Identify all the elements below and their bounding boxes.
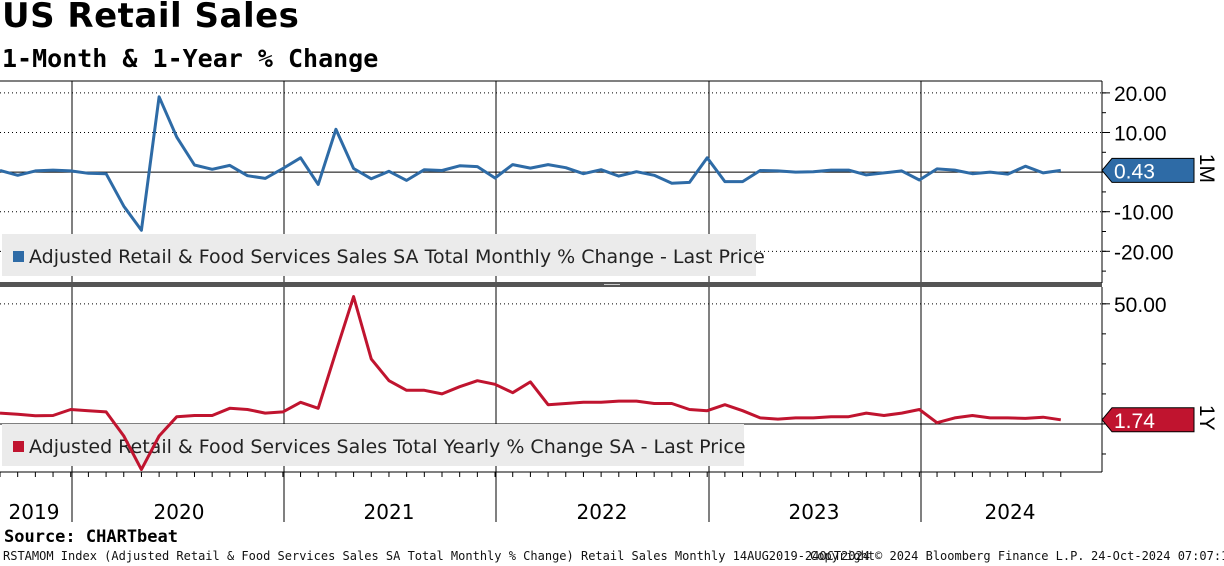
legend-label: Adjusted Retail & Food Services Sales SA…	[29, 246, 765, 268]
footer-timestamp: 24-Oct-2024 07:07:12	[1091, 549, 1224, 563]
last-value-label: 0.43	[1114, 160, 1155, 183]
y-tick-label: 50.00	[1114, 294, 1167, 317]
footer-description: RSTAMOM Index (Adjusted Retail & Food Se…	[3, 549, 870, 563]
legend-box	[2, 424, 744, 466]
x-tick-label: 2019	[9, 500, 60, 524]
footer-copyright: Copyright© 2024 Bloomberg Finance L.P.	[810, 549, 1085, 563]
legend-box	[2, 234, 756, 276]
panel-label: 1Y	[1195, 405, 1218, 431]
legend-label: Adjusted Retail & Food Services Sales To…	[29, 436, 746, 458]
panel-separator	[0, 282, 1102, 287]
x-tick-label: 2020	[154, 500, 205, 524]
x-tick-label: 2022	[577, 500, 628, 524]
chart-title: US Retail Sales	[2, 0, 300, 36]
series-line	[0, 295, 1062, 472]
y-tick-label: -20.00	[1114, 241, 1174, 264]
legend-swatch	[13, 251, 24, 262]
y-tick-label: 20.00	[1114, 83, 1167, 106]
x-tick-label: 2024	[985, 500, 1036, 524]
chart-subtitle: 1-Month & 1-Year % Change	[2, 44, 379, 73]
x-tick-label: 2021	[364, 500, 415, 524]
last-value-tag	[1101, 157, 1195, 183]
last-value-label: 1.74	[1114, 410, 1155, 433]
x-tick-label: 2023	[789, 500, 840, 524]
legend-swatch	[13, 441, 24, 452]
last-value-tag	[1101, 407, 1195, 433]
panel-label: 1M	[1195, 154, 1218, 183]
y-tick-label: -10.00	[1114, 202, 1174, 225]
source-label: Source: CHARTbeat	[4, 527, 178, 547]
series-line	[0, 95, 1062, 232]
y-tick-label: 10.00	[1114, 122, 1167, 145]
